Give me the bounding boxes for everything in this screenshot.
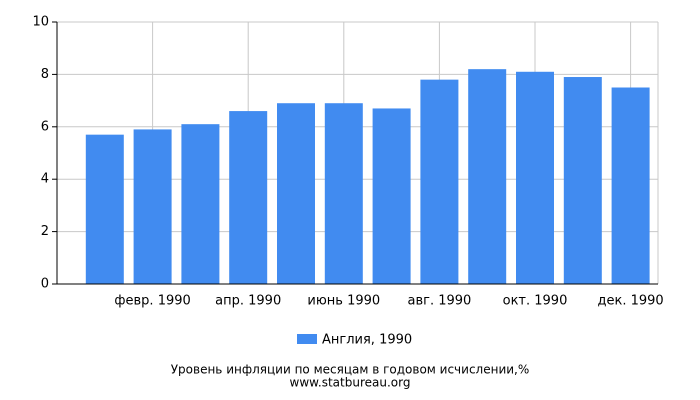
y-tick-label: 10	[32, 15, 49, 30]
bar	[85, 134, 124, 284]
x-tick-label: июнь 1990	[307, 294, 380, 309]
y-tick-label: 6	[41, 119, 49, 134]
bar	[563, 77, 602, 285]
bar	[516, 71, 554, 284]
y-tick-label: 0	[41, 277, 49, 292]
chart-subtitle: www.statbureau.org	[290, 376, 411, 390]
legend-label: Англия, 1990	[322, 333, 412, 348]
chart-title: Уровень инфляции по месяцам в годовом ис…	[171, 363, 530, 377]
legend-swatch	[297, 334, 317, 344]
bar	[229, 111, 268, 284]
x-tick-label: авг. 1990	[407, 294, 471, 309]
bar	[611, 87, 650, 284]
bar	[133, 129, 172, 284]
x-tick-label: дек. 1990	[598, 294, 664, 309]
bar	[324, 103, 363, 284]
x-tick-label: окт. 1990	[503, 294, 568, 309]
x-tick-label: февр. 1990	[114, 294, 190, 309]
bar	[372, 108, 411, 285]
y-tick-label: 8	[41, 67, 49, 82]
y-tick-label: 2	[41, 224, 49, 239]
y-tick-label: 4	[41, 172, 49, 187]
bar	[420, 79, 459, 284]
bar	[277, 103, 315, 284]
bar	[181, 124, 220, 285]
x-tick-label: апр. 1990	[215, 294, 281, 309]
bar	[468, 69, 507, 284]
